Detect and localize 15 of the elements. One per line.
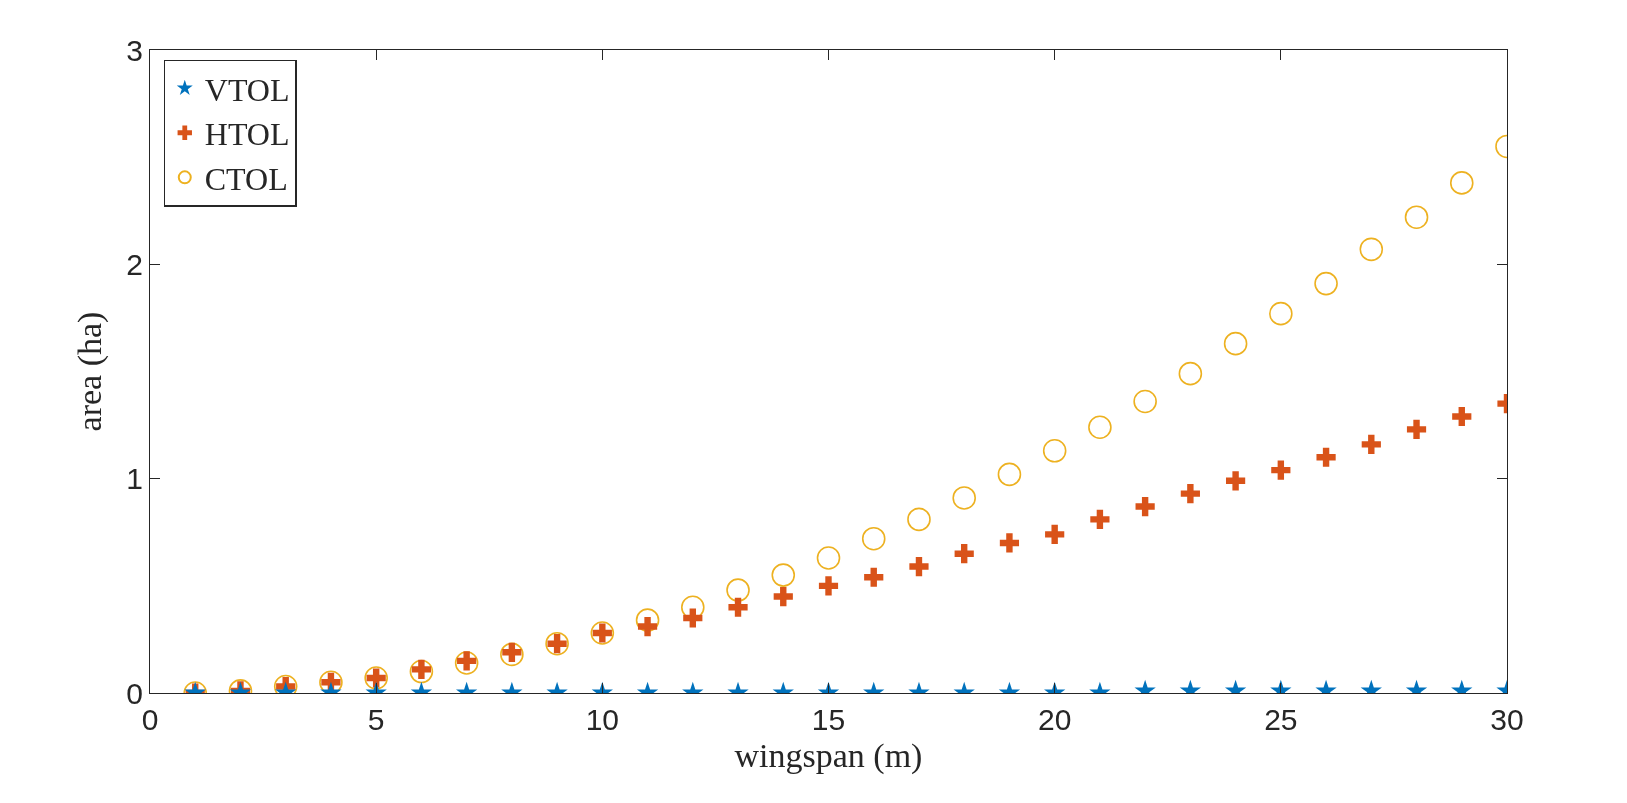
y-tick-label: 1 [126,462,143,496]
x-axis-title: wingspan (m) [734,737,923,776]
x-tick-label: 5 [367,703,385,737]
x-tick-label: 20 [1037,703,1072,737]
x-tick-label: 25 [1264,703,1298,737]
legend-label: CTOL [204,160,288,197]
x-tick-label: 15 [811,703,846,737]
y-tick-label: 0 [126,676,143,710]
y-tick-label: 3 [126,33,143,67]
y-axis-title: area (ha) [70,311,109,432]
legend-label: VTOL [204,71,290,108]
x-tick-label: 30 [1490,703,1524,737]
legend-label: HTOL [204,116,290,153]
y-tick-label: 2 [126,247,143,281]
x-tick-label: 10 [585,703,620,737]
